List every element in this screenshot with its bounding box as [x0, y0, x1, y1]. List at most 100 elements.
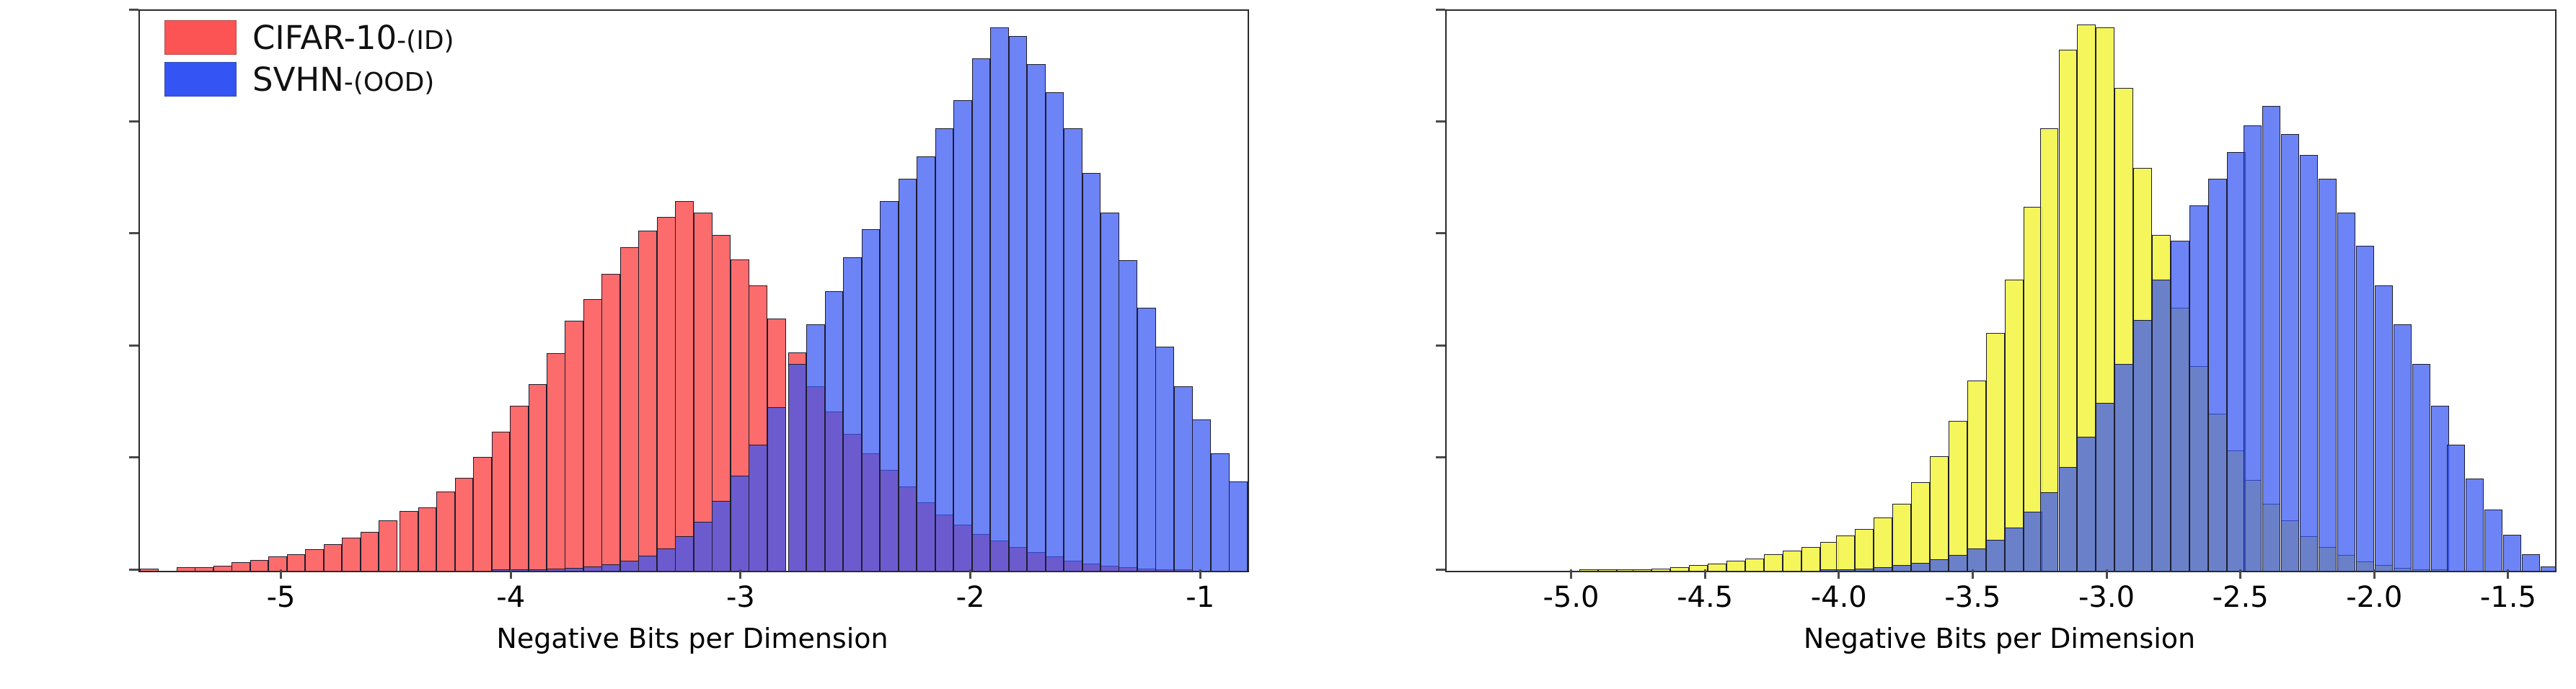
- x-axis-tick-label: -1: [1186, 581, 1215, 614]
- y-axis-tick: [129, 232, 138, 235]
- histogram-bar: [305, 549, 324, 571]
- histogram-bar: [2077, 436, 2096, 571]
- histogram-bar: [1911, 482, 1930, 571]
- histogram-bar: [806, 324, 825, 571]
- histogram-bar: [400, 510, 418, 571]
- histogram-bar: [2430, 405, 2450, 571]
- histogram-bar: [1708, 563, 1726, 571]
- histogram-bar: [712, 500, 731, 571]
- histogram-bar: [2374, 285, 2394, 571]
- histogram-bar: [583, 566, 602, 571]
- histogram-bar: [990, 27, 1009, 571]
- histogram-bar: [1836, 569, 1855, 571]
- histogram-bar: [2465, 478, 2484, 571]
- histogram-bar: [1670, 567, 1689, 571]
- histogram-bar: [1155, 347, 1175, 571]
- histogram-bar: [1064, 128, 1082, 571]
- histogram-bar: [898, 179, 917, 571]
- histogram-bar: [1874, 567, 1892, 571]
- histogram-bar: [2502, 534, 2522, 571]
- histogram-bar: [1783, 551, 1801, 571]
- histogram-bar: [935, 128, 954, 571]
- legend-label-svhn-left-name: SVHN: [252, 60, 344, 99]
- x-axis-tick-label: -3.5: [1944, 581, 2001, 614]
- histogram-bar: [1911, 563, 1930, 571]
- histogram-bar: [1192, 419, 1212, 571]
- histogram-bar: [2039, 492, 2059, 571]
- legend-left: CIFAR-10-(ID) SVHN-(OOD): [164, 19, 454, 98]
- x-axis-tick: [1703, 569, 1706, 579]
- histogram-bar: [2355, 246, 2375, 571]
- histogram-bar: [1008, 35, 1028, 571]
- x-axis-tick: [1569, 569, 1572, 579]
- y-axis-tick: [129, 456, 138, 459]
- histogram-bar: [583, 299, 602, 571]
- histogram-bar: [2280, 133, 2300, 571]
- legend-swatch-svhn-left: [164, 62, 237, 97]
- legend-label-cifar10-name: CIFAR-10: [252, 18, 397, 57]
- histogram-bar: [1949, 555, 1967, 571]
- histogram-bar: [1082, 173, 1101, 571]
- histogram-bar: [2337, 212, 2356, 571]
- legend-item-svhn-left: SVHN-(OOD): [164, 61, 454, 98]
- histogram-bar: [2152, 279, 2171, 571]
- histogram-bar: [953, 100, 972, 571]
- histogram-bar: [286, 554, 306, 571]
- histogram-bar: [436, 491, 455, 571]
- legend-label-cifar10-tag: -(ID): [397, 25, 454, 55]
- histogram-bar: [268, 556, 287, 571]
- histogram-bar: [619, 561, 639, 571]
- y-axis-tick: [129, 568, 138, 571]
- histogram-bar: [2412, 363, 2431, 571]
- histogram-bar: [1764, 554, 1783, 571]
- y-axis-tick: [1436, 568, 1445, 571]
- x-axis-tick-label: -5: [266, 581, 296, 614]
- histogram-bar: [323, 544, 343, 571]
- histogram-bar: [1045, 92, 1064, 571]
- x-axis-tick-label: -5.0: [1543, 581, 1600, 614]
- histogram-bar: [1892, 565, 1911, 571]
- histogram-bar: [2393, 324, 2412, 571]
- y-axis-tick: [129, 344, 138, 347]
- histogram-bar: [1726, 561, 1745, 571]
- histogram-bar: [510, 569, 529, 571]
- histogram-bar: [619, 246, 639, 571]
- panel-left: -5 -4 -3 -2 -1 Negative Bits per Dimension C…: [129, 8, 1249, 654]
- histogram-bar: [2133, 319, 2153, 571]
- histogram-bar: [824, 290, 844, 571]
- histogram-bar: [861, 229, 881, 571]
- histogram-bar: [971, 58, 991, 571]
- histogram-bar: [1967, 380, 1986, 571]
- histogram-bar: [2243, 125, 2262, 571]
- x-axis-tick: [2239, 569, 2242, 579]
- histogram-bar: [176, 567, 195, 571]
- y-axis-tick: [129, 120, 138, 123]
- histogram-bar: [1892, 503, 1911, 571]
- histogram-bar: [1579, 569, 1598, 571]
- histogram-bar: [2540, 566, 2555, 571]
- x-axis-tick-label: -3.0: [2078, 581, 2135, 614]
- x-axis-tick: [280, 569, 283, 579]
- histogram-bar: [2096, 402, 2115, 571]
- x-axis-tick-label: -4.5: [1677, 581, 1734, 614]
- histogram-bar: [638, 230, 658, 571]
- histogram-bar: [2058, 467, 2078, 571]
- histogram-bar: [454, 478, 474, 571]
- x-axis-tick-label: -2.5: [2212, 581, 2269, 614]
- histogram-series-svhn-left: [140, 11, 1248, 571]
- histogram-bar: [1874, 517, 1892, 571]
- histogram-bar: [749, 445, 767, 571]
- histogram-bar: [601, 274, 621, 571]
- x-axis-tick: [739, 569, 742, 579]
- x-axis-tick: [1971, 569, 1974, 579]
- histogram-bar: [1137, 307, 1156, 571]
- x-axis-tick-label: -2.0: [2346, 581, 2403, 614]
- histogram-bar: [767, 407, 786, 571]
- histogram-bar: [2005, 279, 2024, 571]
- histogram-bar: [656, 548, 676, 571]
- histogram-bar: [693, 521, 713, 571]
- histogram-bar: [491, 569, 511, 571]
- histogram-bar: [1949, 420, 1967, 571]
- histogram-bar: [656, 216, 676, 571]
